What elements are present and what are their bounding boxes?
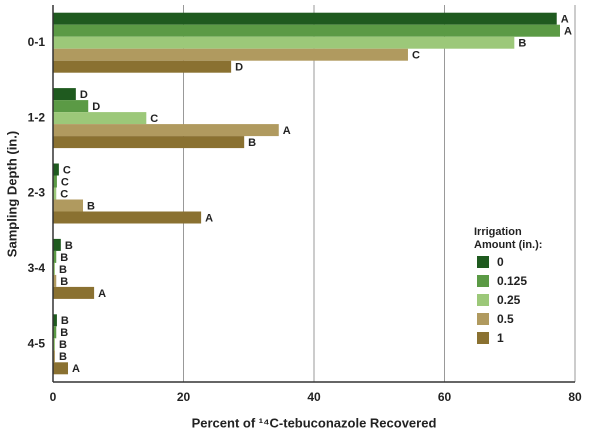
bar-letter: B	[60, 252, 68, 264]
x-axis-label: Percent of ¹⁴C-tebuconazole Recovered	[192, 415, 437, 430]
bar-letter: B	[65, 240, 73, 252]
bar	[53, 100, 89, 113]
bar-letter: D	[80, 89, 88, 101]
bar-letter: C	[412, 50, 420, 62]
bar-letter: B	[87, 200, 95, 212]
legend-label: 0	[497, 255, 504, 269]
legend-swatch	[477, 313, 489, 325]
bar	[53, 238, 61, 251]
legend-title: Irrigation	[474, 226, 522, 238]
bar	[53, 338, 55, 351]
bar-letter: A	[283, 125, 291, 137]
y-tick-label: 2-3	[28, 186, 46, 200]
legend-label: 0.125	[497, 274, 527, 288]
y-tick-label: 0-1	[28, 35, 46, 49]
x-tick-label: 40	[307, 390, 321, 404]
bar	[53, 274, 57, 287]
bar	[53, 124, 279, 137]
x-tick-label: 80	[568, 390, 582, 404]
x-tick-label: 20	[177, 390, 191, 404]
bar	[53, 136, 245, 149]
bar-letter: B	[59, 264, 67, 276]
bar	[53, 36, 515, 49]
legend-label: 1	[497, 331, 504, 345]
bar-letter: A	[561, 14, 569, 26]
bar-letter: B	[248, 137, 256, 149]
x-tick-label: 60	[438, 390, 452, 404]
bar-letter: B	[60, 276, 68, 288]
bar-letter: A	[564, 26, 572, 38]
y-tick-label: 4-5	[28, 336, 46, 350]
bar-letter: C	[61, 176, 69, 188]
bar-letter: B	[518, 38, 526, 50]
bar	[53, 88, 76, 101]
bar-letter: B	[59, 351, 67, 363]
legend-swatch	[477, 332, 489, 344]
bar	[53, 286, 95, 299]
bar-letter: D	[92, 101, 100, 113]
bar-letter: C	[60, 188, 68, 200]
bar	[53, 48, 408, 61]
bar	[53, 24, 560, 37]
bar	[53, 362, 69, 375]
bar	[53, 262, 55, 275]
legend-title: Amount (in.):	[474, 239, 542, 251]
bar	[53, 187, 57, 200]
bar	[53, 175, 57, 188]
bar-letter: A	[72, 363, 80, 375]
bar	[53, 211, 202, 224]
bar-letter: B	[61, 315, 69, 327]
bar-letter: A	[98, 288, 106, 300]
bar-letter: D	[235, 62, 243, 74]
bar	[53, 350, 55, 363]
y-axis-label: Sampling Depth (in.)	[4, 131, 19, 257]
legend-label: 0.25	[497, 293, 521, 307]
legend-label: 0.5	[497, 312, 514, 326]
bar	[53, 112, 147, 125]
bar	[53, 250, 57, 263]
legend-swatch	[477, 275, 489, 287]
bar	[53, 314, 57, 327]
bar-letter: A	[205, 212, 213, 224]
bar-letter: C	[63, 164, 71, 176]
bar-letter: B	[60, 327, 68, 339]
y-tick-label: 1-2	[28, 110, 46, 124]
bar	[53, 12, 557, 25]
bar	[53, 60, 232, 73]
legend-swatch	[477, 294, 489, 306]
x-tick-label: 0	[50, 390, 57, 404]
bar	[53, 163, 59, 176]
bar-letter: C	[150, 113, 158, 125]
y-tick-label: 3-4	[28, 261, 46, 275]
bar-letter: B	[59, 339, 67, 351]
bar	[53, 199, 84, 212]
legend-swatch	[477, 256, 489, 268]
bar	[53, 326, 57, 339]
